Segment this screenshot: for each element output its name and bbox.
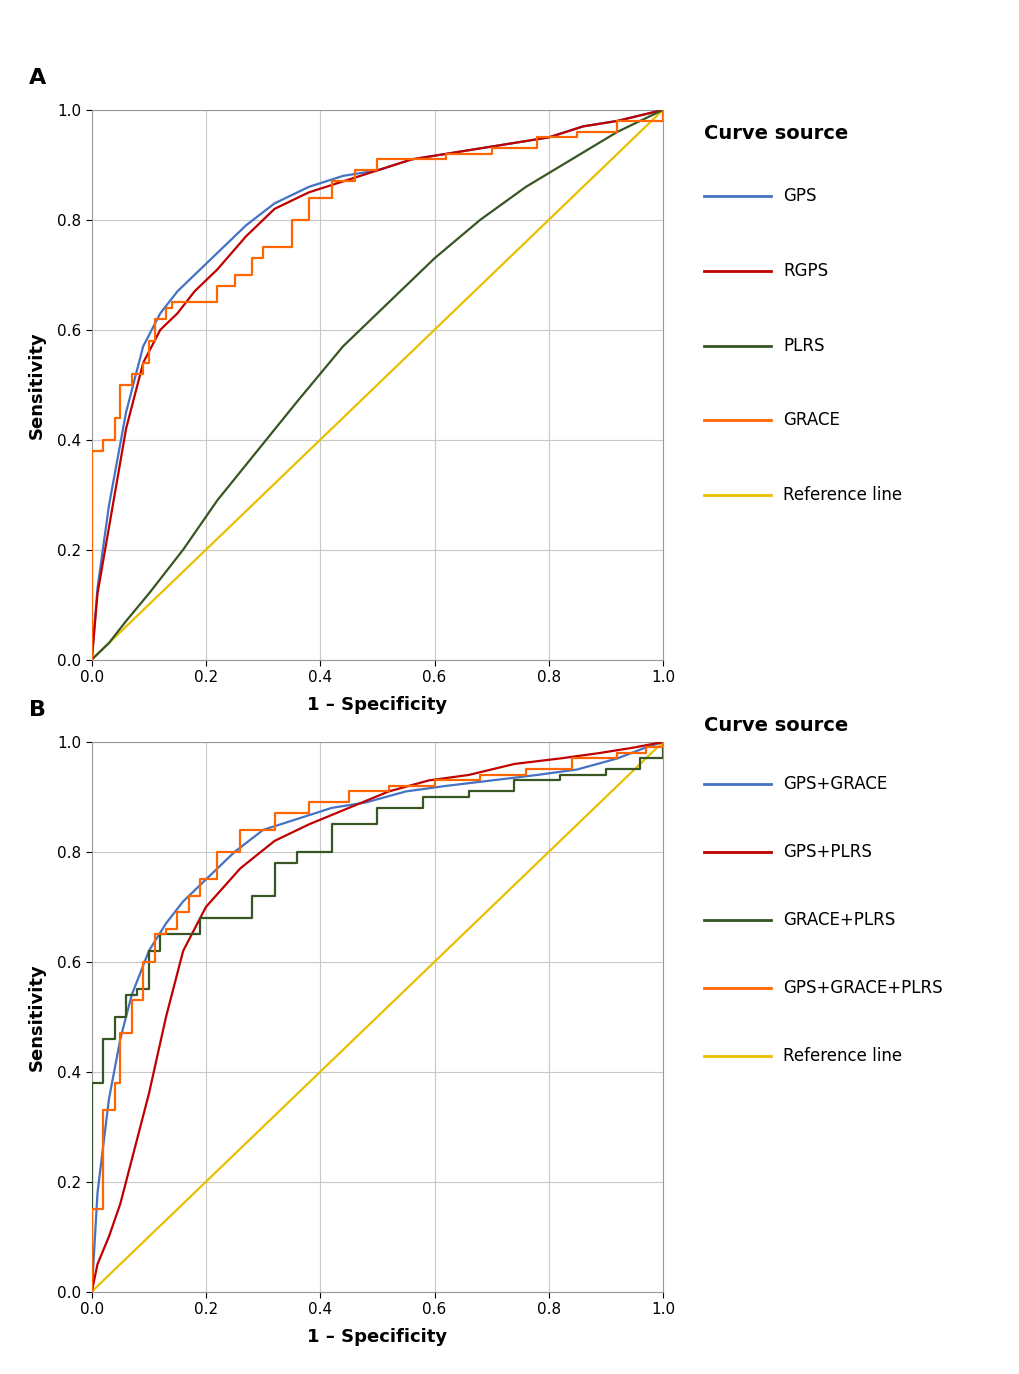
Text: PLRS: PLRS xyxy=(783,337,824,354)
Text: GPS+GRACE+PLRS: GPS+GRACE+PLRS xyxy=(783,978,942,998)
Text: GRACE+PLRS: GRACE+PLRS xyxy=(783,911,895,929)
Text: Reference line: Reference line xyxy=(783,485,902,504)
Y-axis label: Sensitivity: Sensitivity xyxy=(28,331,46,438)
Text: B: B xyxy=(29,699,46,720)
Text: GRACE: GRACE xyxy=(783,411,840,429)
Text: GPS: GPS xyxy=(783,187,816,206)
Text: GPS+PLRS: GPS+PLRS xyxy=(783,844,871,861)
Text: RGPS: RGPS xyxy=(783,262,827,280)
Text: Curve source: Curve source xyxy=(703,124,847,143)
Text: A: A xyxy=(29,67,46,88)
X-axis label: 1 – Specificity: 1 – Specificity xyxy=(307,1329,447,1347)
Text: Curve source: Curve source xyxy=(703,716,847,735)
Text: Reference line: Reference line xyxy=(783,1047,902,1065)
Text: GPS+GRACE: GPS+GRACE xyxy=(783,775,887,793)
Y-axis label: Sensitivity: Sensitivity xyxy=(28,963,46,1070)
X-axis label: 1 – Specificity: 1 – Specificity xyxy=(307,697,447,714)
